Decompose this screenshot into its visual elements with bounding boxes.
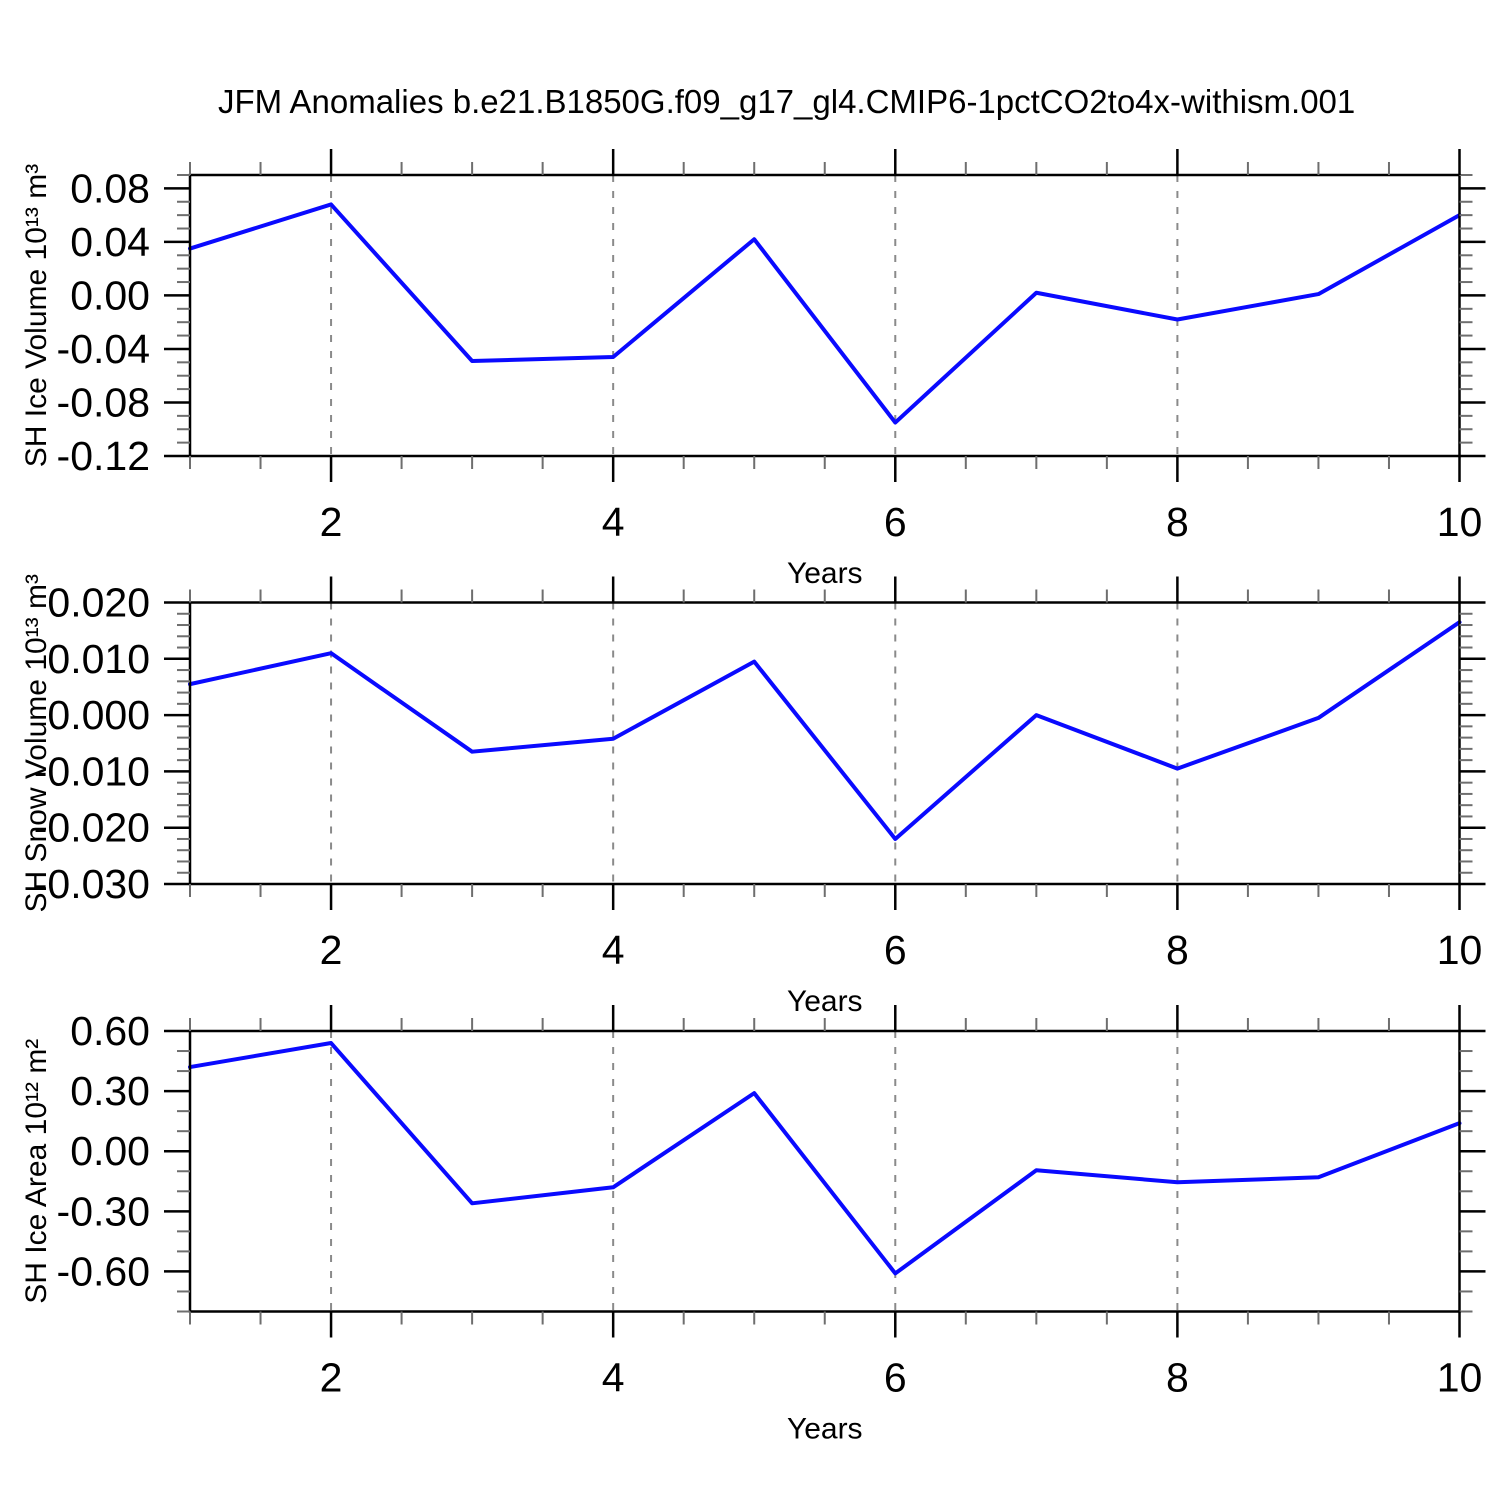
x-tick-label: 8	[1166, 499, 1189, 545]
panel-1: 0.08 0.04 0.00 -0.04 -0.08 -0.12 2 4 6 8 10 Years SH…	[20, 149, 1486, 590]
y-tick-label: 0.04	[70, 219, 150, 265]
y-tick-label: -0.04	[57, 326, 150, 372]
x-axis-title: Years	[787, 1413, 863, 1446]
x-tick-label: 8	[1166, 1355, 1189, 1401]
y-tick-label: -0.030	[34, 861, 150, 907]
x-axis-title: Years	[787, 985, 863, 1018]
y-tick-label: -0.010	[34, 748, 150, 794]
x-tick-label: 2	[320, 927, 343, 973]
x-axis-title: Years	[787, 557, 863, 590]
x-tick-label: 2	[320, 1355, 343, 1401]
data-line	[188, 202, 1462, 425]
y-tick-label: -0.08	[57, 379, 150, 425]
x-tick-label: 4	[602, 499, 625, 545]
y-tick-label: -0.30	[57, 1188, 150, 1234]
x-tick-label: 6	[884, 1355, 907, 1401]
y-tick-label: 0.010	[47, 636, 150, 682]
chart-title: JFM Anomalies b.e21.B1850G.f09_g17_gl4.C…	[218, 83, 1355, 120]
y-tick-label: 0.08	[70, 165, 150, 211]
data-line	[188, 1041, 1462, 1276]
plot-frame	[188, 173, 1461, 458]
y-axis-title: SH Ice Area 10¹² m²	[20, 1039, 53, 1304]
x-tick-label: 6	[884, 499, 907, 545]
y-tick-label: 0.30	[70, 1068, 150, 1114]
x-tick-label: 6	[884, 927, 907, 973]
x-tick-label: 10	[1437, 499, 1483, 545]
x-tick-label: 10	[1437, 1355, 1483, 1401]
y-tick-label: -0.60	[57, 1248, 150, 1294]
y-axis-title: SH Ice Volume 10¹³ m³	[20, 164, 53, 467]
y-tick-label: -0.12	[57, 433, 150, 479]
x-tick-label: 10	[1437, 927, 1483, 973]
y-tick-label: 0.020	[47, 580, 150, 626]
y-tick-label: 0.00	[70, 1128, 150, 1174]
x-tick-label: 8	[1166, 927, 1189, 973]
y-axis-title: SH Snow Volume 10¹³ m³	[20, 574, 53, 912]
x-tick-label: 4	[602, 927, 625, 973]
plot-frame	[188, 601, 1461, 886]
x-tick-label: 4	[602, 1355, 625, 1401]
y-tick-label: -0.020	[34, 805, 150, 851]
panels-group: 0.08 0.04 0.00 -0.04 -0.08 -0.12 2 4 6 8 10 Years SH…	[20, 149, 1486, 1446]
data-line	[188, 620, 1462, 841]
panel-3: 0.60 0.30 0.00 -0.30 -0.60 2 4 6 8 10 Years SH Ice …	[20, 1005, 1486, 1446]
y-tick-label: 0.60	[70, 1008, 150, 1054]
x-tick-label: 2	[320, 499, 343, 545]
y-tick-label: 0.00	[70, 272, 150, 318]
y-tick-label: 0.000	[47, 692, 150, 738]
plot-frame	[188, 1029, 1461, 1313]
panel-2: 0.020 0.010 0.000 -0.010 -0.020 -0.030 2 4 6 8 10 Y…	[20, 574, 1486, 1018]
